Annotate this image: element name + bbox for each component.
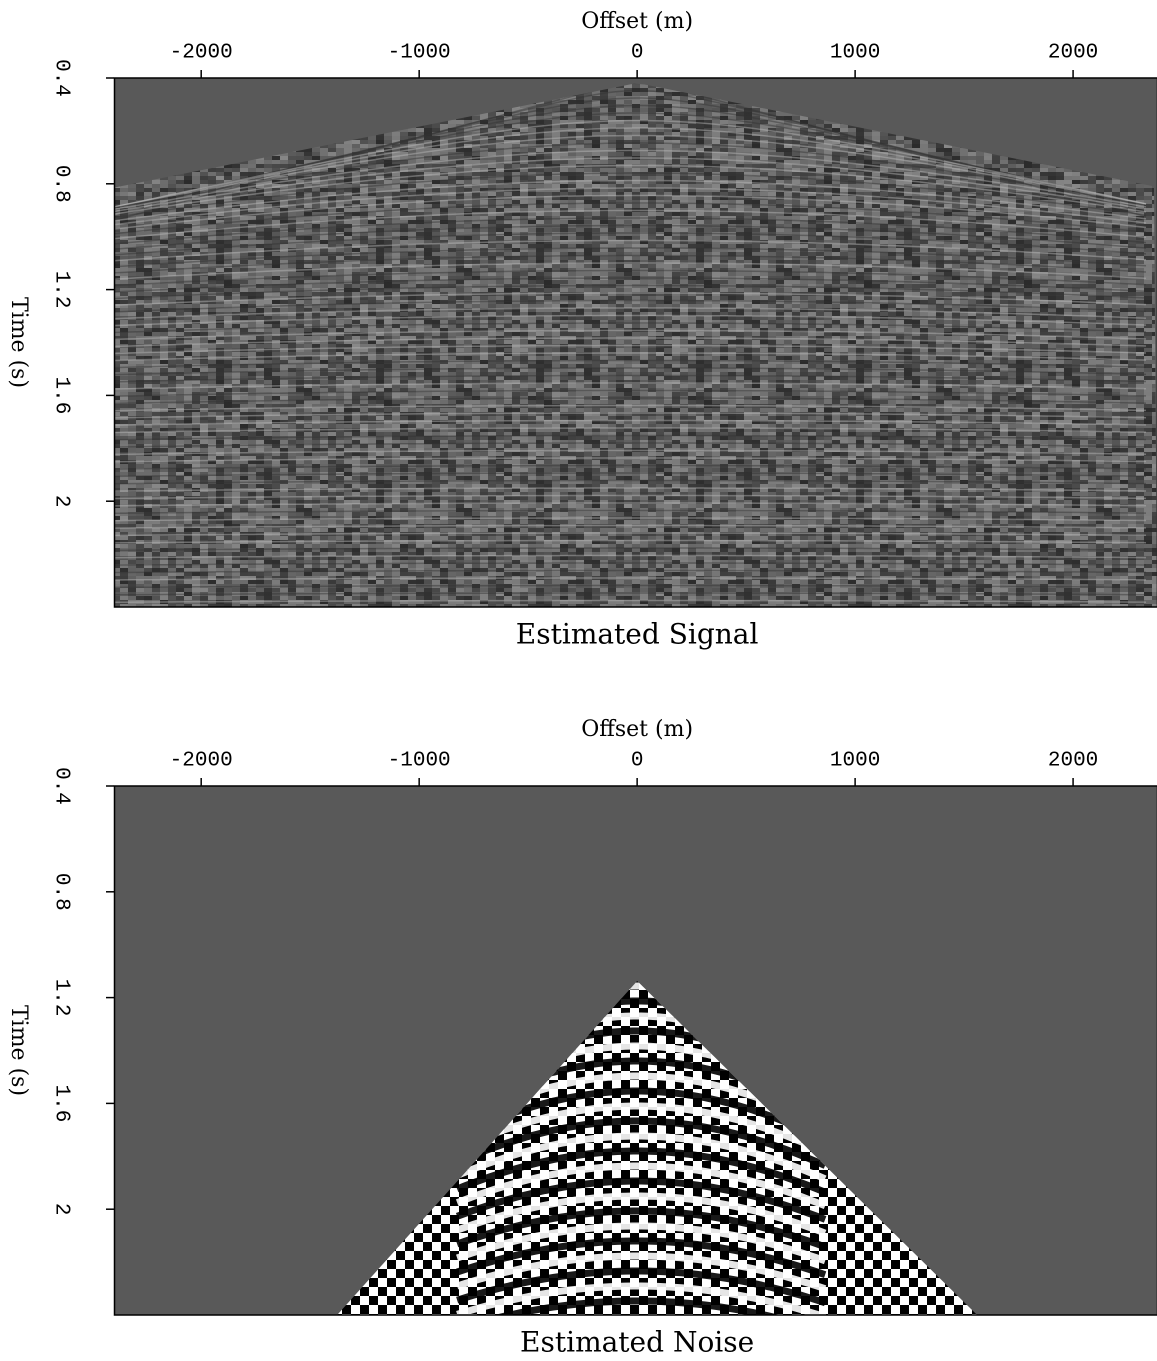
- x-tick-label: 1000: [830, 750, 880, 773]
- x-axis-label: Offset (m): [581, 717, 693, 742]
- x-tick-label: -2000: [170, 42, 233, 65]
- page: {"chart_data": [ {"type": "image", "titl…: [0, 0, 1157, 1361]
- y-tick-label: 0.4: [49, 59, 72, 97]
- image: [114, 786, 1157, 1331]
- chart-title: Estimated Noise: [520, 1326, 754, 1359]
- y-tick-label: 1.6: [49, 376, 72, 414]
- y-axis-label: Time (s): [6, 1005, 31, 1096]
- x-tick-label: 2000: [1048, 750, 1098, 773]
- y-axis-label: Time (s): [6, 297, 31, 388]
- y-tick-label: 1.2: [49, 979, 72, 1017]
- x-tick-label: 2000: [1048, 42, 1098, 65]
- x-tick-label: 0: [631, 750, 644, 773]
- y-tick-label: 2: [49, 495, 72, 508]
- y-tick-label: 1.6: [49, 1084, 72, 1122]
- x-axis-label: Offset (m): [581, 9, 693, 34]
- y-tick-label: 0.4: [49, 767, 72, 805]
- chart-title: Estimated Signal: [516, 618, 759, 651]
- image: [114, 78, 1157, 607]
- x-tick-label: -1000: [388, 42, 451, 65]
- y-tick-label: 1.2: [49, 271, 72, 309]
- x-tick-label: -1000: [388, 750, 451, 773]
- figure: -2000 -1000 0 1000 2000 0.4 0.8 1.2 1.6 2 Offset (…: [0, 0, 1157, 1361]
- x-tick-label: 0: [631, 42, 644, 65]
- y-tick-label: 0.8: [49, 873, 72, 911]
- x-tick-label: 1000: [830, 42, 880, 65]
- y-tick-label: 0.8: [49, 165, 72, 203]
- y-tick-label: 2: [49, 1203, 72, 1216]
- x-tick-label: -2000: [170, 750, 233, 773]
